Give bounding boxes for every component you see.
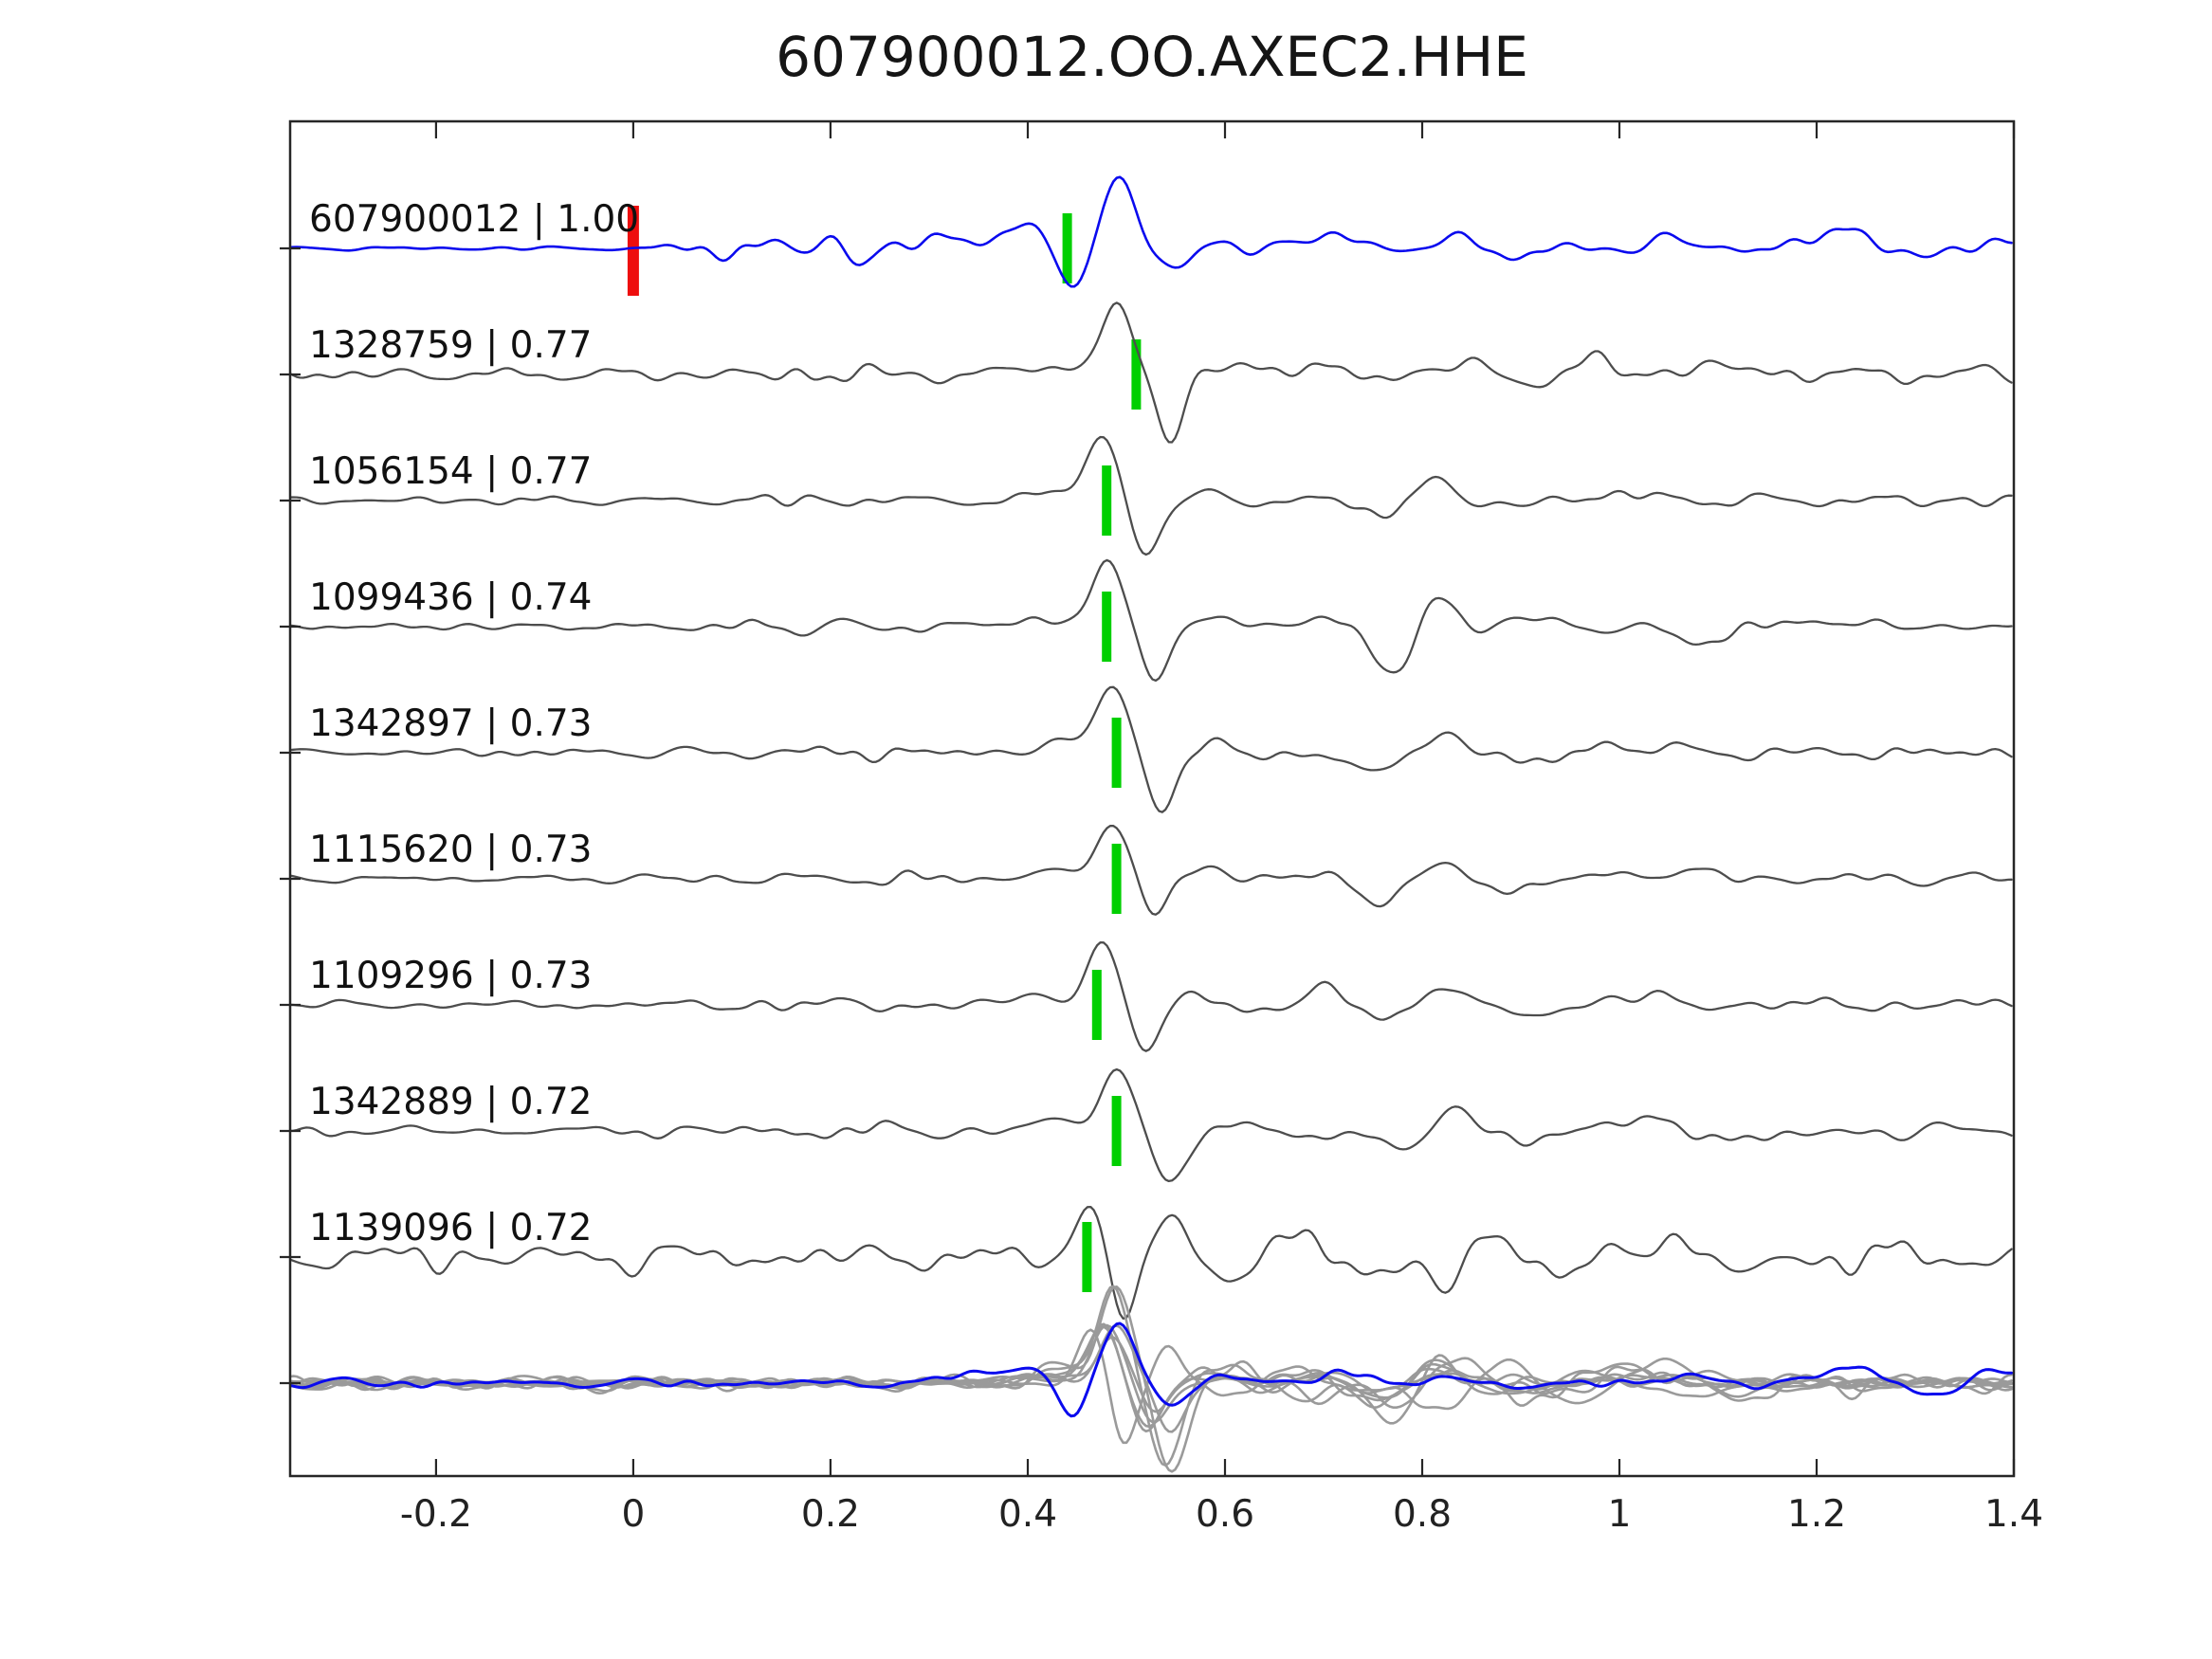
trace-label-1056154: 1056154 | 0.77 <box>309 450 592 493</box>
pick-marker-607900012 <box>1062 213 1072 283</box>
xtick-label: 1.4 <box>1984 1493 2043 1536</box>
pick-marker-1342889 <box>1111 1096 1122 1166</box>
trace-path-607900012 <box>291 175 2013 288</box>
trace-path-1328759 <box>291 301 2013 444</box>
xtick-label: 1 <box>1608 1493 1632 1536</box>
xtick-label: 0.4 <box>998 1493 1057 1536</box>
trace-path-1342889 <box>291 1067 2013 1183</box>
trace-path-1099436 <box>291 558 2013 683</box>
trace-label-607900012: 607900012 | 1.00 <box>309 198 639 241</box>
pick-marker-1139096 <box>1082 1222 1092 1292</box>
trace-path-1342897 <box>291 685 2013 813</box>
pick-marker-1056154 <box>1102 465 1112 536</box>
pick-markers <box>627 206 1142 1292</box>
pick-marker-1328759 <box>1131 339 1142 410</box>
trace-label-1139096: 1139096 | 0.72 <box>309 1207 592 1249</box>
pick-marker-1099436 <box>1102 592 1112 662</box>
trace-label-1328759: 1328759 | 0.77 <box>309 324 592 367</box>
trace-label-1109296: 1109296 | 0.73 <box>309 955 592 997</box>
trace-label-1342897: 1342897 | 0.73 <box>309 702 592 745</box>
trace-path-1056154 <box>291 435 2013 556</box>
xtick-label: 0.8 <box>1393 1493 1452 1536</box>
pick-marker-1115620 <box>1111 844 1122 914</box>
trace-path-1139096 <box>291 1205 2013 1321</box>
trace-label-1099436: 1099436 | 0.74 <box>309 576 592 619</box>
trace-lines <box>291 175 2013 1473</box>
xtick-label: 1.2 <box>1787 1493 1846 1536</box>
xtick-label: 0.2 <box>801 1493 860 1536</box>
trace-label-1115620: 1115620 | 0.73 <box>309 829 592 871</box>
trace-path-1115620 <box>291 825 2013 916</box>
xtick-label: -0.2 <box>400 1493 472 1536</box>
axis-tick-labels: -0.2 0 0.2 0.4 0.6 0.8 1 1.2 1.4 <box>400 1493 2043 1536</box>
pick-marker-1342897 <box>1111 718 1122 788</box>
trace-path-1109296 <box>291 940 2013 1052</box>
trace-label-1342889: 1342889 | 0.72 <box>309 1081 592 1123</box>
overlay-trace-607900012 <box>291 1322 2013 1418</box>
axes-border <box>288 119 2016 1478</box>
xtick-label: 0 <box>621 1493 645 1536</box>
overlay-trace-1139096 <box>291 1328 2013 1445</box>
reference-marker <box>627 206 639 296</box>
trace-labels: 607900012 | 1.00 1328759 | 0.77 1056154 | … <box>309 198 639 1249</box>
xtick-label: 0.6 <box>1196 1493 1254 1536</box>
overlay-trace-1342889 <box>291 1285 2013 1473</box>
figure-title: 607900012.OO.AXEC2.HHE <box>776 25 1528 89</box>
pick-marker-1109296 <box>1091 970 1102 1040</box>
